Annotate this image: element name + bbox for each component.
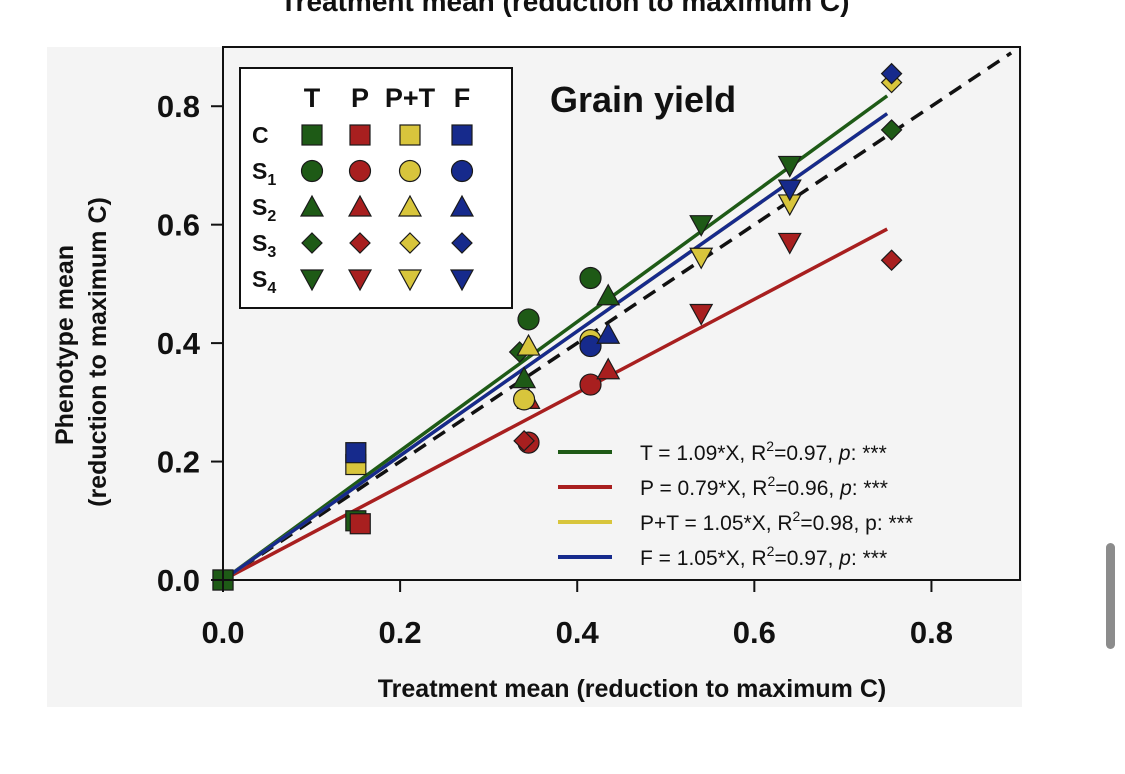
marker-legend-symbol-F [450, 159, 474, 183]
x-tick-label: 0.0 [201, 615, 244, 650]
x-tick-label: 0.6 [733, 615, 776, 650]
axes: 0.0 0.2 0.4 0.6 0.8 0.0 0.2 0.4 0.6 0.8 [157, 89, 953, 650]
y-axis-label-line1: Phenotype mean [51, 245, 79, 445]
data-point-F [579, 334, 602, 358]
marker-legend-box [239, 67, 513, 309]
fit-line-F [221, 112, 889, 582]
line-legend-text-F: F = 1.05*X, R2=0.97, p: *** [640, 543, 887, 570]
marker-legend-symbol-P+T [397, 194, 423, 217]
marker-legend-column-header: T [304, 83, 321, 113]
marker-legend-row-label: C [252, 122, 269, 148]
line-legend-text-P: P = 0.79*X, R2=0.96, p: *** [640, 473, 888, 500]
data-point-F [596, 321, 621, 344]
marker-legend-symbol-T [300, 159, 324, 183]
marker-legend-row-label: S1 [252, 158, 276, 189]
data-point-P [880, 249, 903, 272]
line-legend-text-T: T = 1.09*X, R2=0.97, p: *** [640, 438, 887, 465]
marker-legend-symbol-T [299, 269, 325, 292]
plot-frame [222, 46, 1021, 581]
marker-legend-column-header: P [351, 83, 369, 113]
marker-legend-column-header: P+T [385, 83, 436, 113]
chart-title: Grain yield [550, 79, 736, 120]
y-tick-label: 0.2 [157, 445, 200, 480]
data-point-P [579, 373, 602, 396]
marker-legend-symbol-P [349, 232, 371, 254]
data-point-T [596, 283, 621, 306]
identity-line [222, 51, 1013, 582]
fit-line-P [222, 227, 888, 582]
data-point-F [880, 62, 903, 85]
data-point-P [513, 429, 535, 452]
data-point-F [777, 179, 802, 202]
x-tick-label: 0.2 [379, 615, 422, 650]
data-point-T [689, 215, 714, 237]
data-point-P [689, 303, 714, 326]
x-tick-label: 0.8 [910, 615, 953, 650]
marker-legend-symbol-P [348, 159, 372, 183]
line-legend: T = 1.09*X, R2=0.97, p: *** P = 0.79*X, R… [558, 438, 913, 570]
plot-content [212, 51, 1013, 591]
x-tick-label: 0.4 [556, 615, 600, 650]
data-point-P+T [689, 247, 714, 270]
marker-legend-symbol-P [349, 124, 371, 146]
marker-legend-column-header: F [454, 83, 471, 113]
marker-legend-symbol-F [451, 232, 473, 254]
marker-legend-symbol-T [299, 194, 325, 217]
x-axis-label: Treatment mean (reduction to maximum C) [378, 675, 886, 703]
y-tick-label: 0.0 [157, 563, 200, 598]
data-point-P [596, 357, 621, 380]
data-point-F [345, 442, 367, 464]
marker-legend-symbol-P+T [398, 159, 422, 183]
marker-legend-symbol-F [449, 269, 475, 292]
marker-legend-symbol-T [301, 232, 323, 254]
marker-legend-symbol-P+T [397, 269, 423, 292]
data-point-P+T [512, 388, 536, 411]
data-point-T [777, 155, 802, 178]
plot-background [47, 47, 1022, 707]
marker-legend-symbol-P+T [399, 124, 421, 146]
data-point-T [880, 119, 903, 141]
data-point-T [517, 308, 540, 331]
marker-legend-symbol-T [301, 124, 323, 146]
cropped-top-title: Treatment mean (reduction to maximum C) [280, 0, 850, 17]
data-point-P+T [516, 333, 541, 356]
data-point-P [349, 513, 371, 535]
y-tick-label: 0.4 [157, 326, 201, 361]
marker-legend-symbol-P [347, 194, 373, 217]
scrollbar-thumb[interactable] [1106, 543, 1115, 649]
data-point-P [777, 232, 802, 255]
data-point-T [579, 266, 602, 290]
y-tick-label: 0.8 [157, 89, 200, 124]
y-axis-label-line2: (reduction to maximum C) [84, 197, 112, 507]
y-tick-label: 0.6 [157, 208, 200, 243]
data-point-T [512, 366, 537, 389]
marker-legend-symbol-P [347, 269, 373, 292]
marker-legend-symbol-F [451, 124, 473, 146]
marker-legend-symbol-F [449, 194, 475, 217]
marker-legend-symbol-P+T [399, 232, 421, 254]
line-legend-text-P+T: P+T = 1.05*X, R2=0.98, p: *** [640, 508, 913, 535]
fit-line-T [221, 94, 889, 582]
